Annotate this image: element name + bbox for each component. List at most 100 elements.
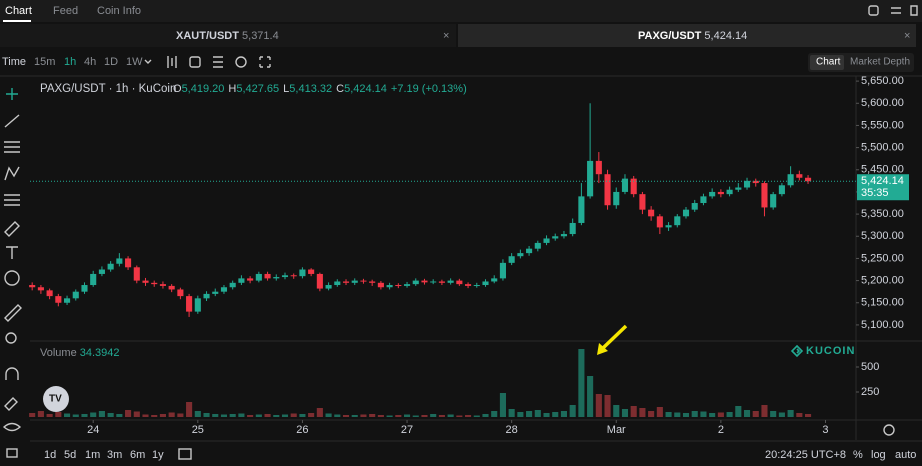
candle-body [787,174,794,186]
range[interactable]: 1d [44,449,56,461]
volume-bar [212,414,219,417]
tab[interactable]: Coin Info [97,5,141,17]
tool-icon[interactable] [4,141,20,153]
range[interactable]: 1m [85,449,100,461]
volume-bar [37,411,44,417]
pair-tab[interactable] [458,24,916,47]
volume-bar [526,411,533,417]
y-tick-label: 5,300.00 [861,230,904,242]
icon[interactable] [868,5,879,16]
candle-body [37,287,44,291]
volume-bar [674,412,681,417]
candle-body [29,285,36,288]
y-tick-label: 5,550.00 [861,119,904,131]
interval[interactable]: 1W [126,56,143,68]
annotation-arrow [601,324,628,350]
time-label: Time [2,56,26,68]
candle-body [107,263,114,270]
scale-option[interactable]: log [871,449,886,461]
candle-body [290,275,297,277]
volume-bar [700,411,707,417]
tab[interactable]: Chart [5,5,32,17]
tool-icon[interactable] [6,448,18,458]
candle-body [604,174,611,206]
pair-tab[interactable] [0,24,456,47]
icon[interactable] [235,56,247,68]
volume-bar [560,411,568,417]
icon[interactable] [910,5,918,16]
tool-icon[interactable] [4,397,18,411]
volume-value: 34.3942 [80,347,120,359]
volume-bar [412,415,419,417]
tool-icon[interactable] [4,114,20,128]
dropdown-icon[interactable] [144,59,152,64]
scale-option[interactable]: auto [895,449,916,461]
pair-tab-label: XAUT/USDT 5,371.4 [176,30,279,42]
candle-body [587,160,594,197]
tool-icon[interactable] [5,367,19,380]
view-button[interactable] [810,55,844,70]
tool-icon[interactable] [4,194,20,206]
candle-body [656,216,663,228]
range[interactable]: 1y [152,449,164,461]
volume-bar [325,413,332,417]
scale-option[interactable]: % [853,449,863,461]
volume-bar [264,414,271,417]
tool-icon[interactable] [4,166,20,181]
tool-icon[interactable] [6,88,18,100]
icon[interactable] [167,56,177,68]
tool-icon[interactable] [2,422,22,432]
candle-body [159,284,166,286]
volume-bar [656,407,663,417]
tool-icon[interactable] [6,246,18,259]
view-label[interactable]: Market Depth [850,57,910,68]
tool-icon[interactable] [5,332,17,344]
interval[interactable]: 15m [34,56,55,68]
tool-icon[interactable] [4,304,22,322]
top-bar [0,0,922,22]
candle-body [342,281,350,283]
interval[interactable]: 4h [84,56,96,68]
ohlc-legend: O5,419.20 H5,427.65 L5,413.32 C5,424.14 +7.1… [173,83,467,95]
legend-change: +7.19 (+0.13%) [391,83,467,95]
candle-body [63,298,71,303]
candle-body [770,194,777,208]
icon[interactable] [213,56,223,68]
candle-body [168,285,175,290]
x-tick-label: Mar [607,424,626,436]
close-icon[interactable]: × [904,30,910,42]
tv-logo[interactable] [43,386,69,412]
candle-body [220,287,228,292]
candle-body [308,269,315,274]
volume-tick-label: 250 [861,386,879,398]
close-icon[interactable]: × [443,30,449,42]
volume-bar [743,410,751,417]
candle-body [726,189,733,195]
range[interactable]: 6m [130,449,145,461]
plot: 5,100.00 5,150.00 5,200.00 5,250.00 5,300.00… [29,75,909,436]
candle-body [46,290,53,297]
settings-icon[interactable] [883,424,895,436]
tool-icon[interactable] [4,270,20,286]
legend-value: 5,424.14 [344,83,387,95]
date-range-icon[interactable] [178,448,192,460]
range[interactable]: 5d [64,449,76,461]
icon[interactable] [891,7,901,14]
tab[interactable]: Feed [53,5,78,17]
candle-body [273,277,280,279]
range[interactable]: 3m [107,449,122,461]
icon[interactable] [259,56,271,68]
volume-bar [247,415,254,417]
volume-bar [499,393,506,417]
volume-bar [299,414,306,417]
candle-body [473,285,480,287]
candle-body [499,262,506,279]
interval[interactable]: 1h [64,56,76,68]
candle-body [491,278,498,282]
interval[interactable]: 1D [104,56,118,68]
icon[interactable] [189,56,201,68]
candle-body [709,191,716,197]
volume-bar [255,414,262,417]
tool-icon[interactable] [4,221,20,237]
candle-body [299,269,306,277]
